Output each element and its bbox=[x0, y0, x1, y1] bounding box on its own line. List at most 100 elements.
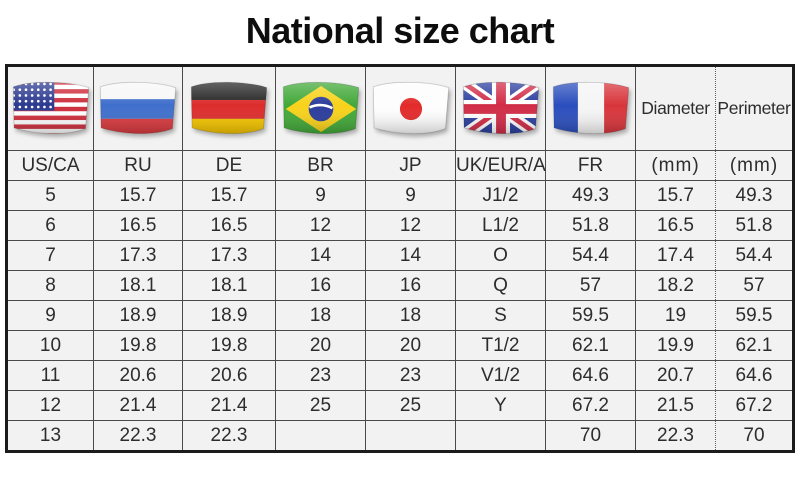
jp-value-cell: 12 bbox=[365, 210, 456, 241]
diameter-value-cell: 20.7 bbox=[635, 360, 716, 391]
uk-flag-icon bbox=[462, 81, 539, 134]
table-row-9: 13 22.3 22.3 70 22.3 70 bbox=[6, 420, 794, 452]
size-chart-body: DiameterPerimeterUS/CARUDEBRJPUK/EUR/AUF… bbox=[6, 65, 794, 452]
jp-label-cell: JP bbox=[365, 150, 456, 181]
jp-flag-icon bbox=[372, 81, 449, 134]
perimeter-value-cell: 70 bbox=[715, 420, 794, 452]
de-value-cell: 20.6 bbox=[182, 360, 276, 391]
perimeter-value-cell: 62.1 bbox=[715, 330, 794, 361]
diameter-header-cell: Diameter bbox=[635, 65, 716, 151]
br-value-cell: 18 bbox=[275, 300, 366, 331]
table-row-7: 11 20.6 20.6 23 23 V1/2 64.6 20.7 64.6 bbox=[6, 360, 794, 391]
de-flag-cell bbox=[182, 65, 276, 151]
jp-value-cell: 14 bbox=[365, 240, 456, 271]
de-value-cell: 18.1 bbox=[182, 270, 276, 301]
uk_eur_au-value-cell: L1/2 bbox=[455, 210, 546, 241]
fr-value-cell: 70 bbox=[545, 420, 636, 452]
jp-value-cell bbox=[365, 420, 456, 452]
de-value-cell: 18.9 bbox=[182, 300, 276, 331]
de-value-cell: 16.5 bbox=[182, 210, 276, 241]
diameter-value-cell: 18.2 bbox=[635, 270, 716, 301]
perimeter-value-cell: 51.8 bbox=[715, 210, 794, 241]
jp-value-cell: 25 bbox=[365, 390, 456, 421]
ru-value-cell: 21.4 bbox=[93, 390, 183, 421]
br-value-cell: 14 bbox=[275, 240, 366, 271]
table-row-5: 9 18.9 18.9 18 18 S 59.5 19 59.5 bbox=[6, 300, 794, 331]
table-row-1: 5 15.7 15.7 9 9 J1/2 49.3 15.7 49.3 bbox=[6, 180, 794, 211]
fr-value-cell: 51.8 bbox=[545, 210, 636, 241]
ru-value-cell: 18.1 bbox=[93, 270, 183, 301]
jp-flag-cell bbox=[365, 65, 456, 151]
perimeter-value-cell: 49.3 bbox=[715, 180, 794, 211]
uk_eur_au-value-cell: Q bbox=[455, 270, 546, 301]
fr-value-cell: 59.5 bbox=[545, 300, 636, 331]
diameter-value-cell: 16.5 bbox=[635, 210, 716, 241]
table-row-6: 10 19.8 19.8 20 20 T1/2 62.1 19.9 62.1 bbox=[6, 330, 794, 361]
br-value-cell: 9 bbox=[275, 180, 366, 211]
fr-value-cell: 67.2 bbox=[545, 390, 636, 421]
ru-value-cell: 15.7 bbox=[93, 180, 183, 211]
diameter-value-cell: 22.3 bbox=[635, 420, 716, 452]
us_ca-value-cell: 10 bbox=[6, 330, 94, 361]
br-value-cell: 20 bbox=[275, 330, 366, 361]
perimeter-value-cell: 67.2 bbox=[715, 390, 794, 421]
fr-value-cell: 49.3 bbox=[545, 180, 636, 211]
br-flag-icon bbox=[282, 81, 359, 134]
ru-value-cell: 22.3 bbox=[93, 420, 183, 452]
jp-value-cell: 23 bbox=[365, 360, 456, 391]
perimeter-value-cell: 64.6 bbox=[715, 360, 794, 391]
us-flag-icon bbox=[12, 81, 89, 134]
page-title: National size chart bbox=[245, 10, 555, 51]
us_ca-value-cell: 5 bbox=[6, 180, 94, 211]
ru-flag-icon bbox=[99, 81, 177, 134]
jp-value-cell: 16 bbox=[365, 270, 456, 301]
jp-value-cell: 20 bbox=[365, 330, 456, 361]
ru-value-cell: 20.6 bbox=[93, 360, 183, 391]
us_ca-value-cell: 11 bbox=[6, 360, 94, 391]
br-value-cell: 16 bbox=[275, 270, 366, 301]
us_ca-value-cell: 13 bbox=[6, 420, 94, 452]
diameter-value-cell: 19.9 bbox=[635, 330, 716, 361]
us_ca-value-cell: 9 bbox=[6, 300, 94, 331]
fr-flag-icon bbox=[552, 81, 629, 134]
fr-label-cell: FR bbox=[545, 150, 636, 181]
us_ca-value-cell: 6 bbox=[6, 210, 94, 241]
jp-value-cell: 9 bbox=[365, 180, 456, 211]
flag-header-row: Diameter Perimeter bbox=[6, 65, 794, 151]
uk_eur_au-flag-cell bbox=[455, 65, 546, 151]
de-value-cell: 19.8 bbox=[182, 330, 276, 361]
perimeter-value-cell: 54.4 bbox=[715, 240, 794, 271]
uk_eur_au-value-cell: O bbox=[455, 240, 546, 271]
diameter-value-cell: 19 bbox=[635, 300, 716, 331]
table-row-2: 6 16.5 16.5 12 12 L1/2 51.8 16.5 51.8 bbox=[6, 210, 794, 241]
uk_eur_au-value-cell: J1/2 bbox=[455, 180, 546, 211]
de-value-cell: 17.3 bbox=[182, 240, 276, 271]
ru-value-cell: 16.5 bbox=[93, 210, 183, 241]
perimeter-label-cell: (mm) bbox=[715, 150, 794, 181]
uk_eur_au-label-cell: UK/EUR/AU bbox=[455, 150, 546, 181]
fr-value-cell: 54.4 bbox=[545, 240, 636, 271]
size-chart-table: DiameterPerimeterUS/CARUDEBRJPUK/EUR/AUF… bbox=[5, 64, 795, 453]
fr-value-cell: 64.6 bbox=[545, 360, 636, 391]
uk_eur_au-value-cell: Y bbox=[455, 390, 546, 421]
br-value-cell bbox=[275, 420, 366, 452]
diameter-value-cell: 17.4 bbox=[635, 240, 716, 271]
ru-flag-cell bbox=[93, 65, 183, 151]
fr-value-cell: 62.1 bbox=[545, 330, 636, 361]
ru-label-cell: RU bbox=[93, 150, 183, 181]
table-row-3: 7 17.3 17.3 14 14 O 54.4 17.4 54.4 bbox=[6, 240, 794, 271]
de-value-cell: 15.7 bbox=[182, 180, 276, 211]
br-value-cell: 25 bbox=[275, 390, 366, 421]
us_ca-value-cell: 7 bbox=[6, 240, 94, 271]
ru-value-cell: 18.9 bbox=[93, 300, 183, 331]
de-value-cell: 21.4 bbox=[182, 390, 276, 421]
jp-value-cell: 18 bbox=[365, 300, 456, 331]
de-value-cell: 22.3 bbox=[182, 420, 276, 452]
us_ca-value-cell: 12 bbox=[6, 390, 94, 421]
uk_eur_au-value-cell: T1/2 bbox=[455, 330, 546, 361]
br-flag-cell bbox=[275, 65, 366, 151]
perimeter-value-cell: 57 bbox=[715, 270, 794, 301]
table-row-8: 12 21.4 21.4 25 25 Y 67.2 21.5 67.2 bbox=[6, 390, 794, 421]
fr-value-cell: 57 bbox=[545, 270, 636, 301]
us_ca-value-cell: 8 bbox=[6, 270, 94, 301]
